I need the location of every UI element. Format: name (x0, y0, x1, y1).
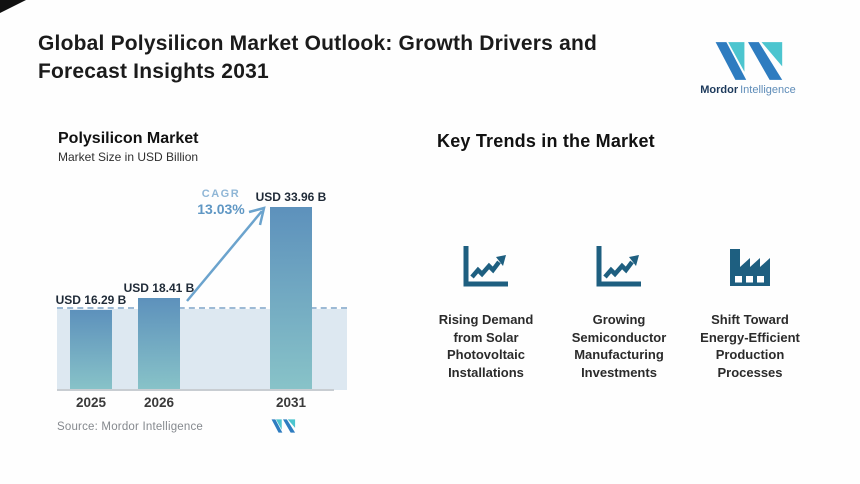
chart-subtitle: Market Size in USD Billion (58, 150, 199, 164)
trend-label-line: Shift Toward (711, 312, 789, 327)
chart-dashed-reference-line (57, 307, 347, 309)
cagr-label: CAGR (201, 188, 241, 200)
page-title: Global Polysilicon Market Outlook: Growt… (38, 30, 688, 86)
brand-name: Mordor Intelligence (695, 84, 801, 96)
source-note: Source: Mordor Intelligence (57, 421, 204, 433)
trends-heading: Key Trends in the Market (437, 131, 655, 151)
trend-label-line: Investments (581, 364, 657, 380)
trend-label: Growing Semiconductor Manufacturing Inve… (549, 311, 689, 381)
bar-2025: USD 16.29 B (56, 293, 126, 390)
trend-item-energy-efficient: Shift Toward Energy-Efficient Production… (680, 243, 820, 381)
brand-logo: Mordor Intelligence (695, 41, 801, 96)
corner-decoration (0, 0, 26, 13)
trend-item-solar: Rising Demand from Solar Photovoltaic In… (416, 243, 556, 381)
brand-name-bold: Mordor (700, 84, 739, 96)
bar-value-label: USD 18.41 B (123, 280, 195, 295)
mordor-logo-small-icon (271, 419, 296, 433)
cagr-value: 13.03% (197, 201, 245, 217)
line-chart-up-icon (596, 246, 641, 287)
trend-item-semiconductor: Growing Semiconductor Manufacturing Inve… (549, 243, 689, 381)
factory-icon (730, 249, 770, 286)
trend-label-line: from Solar (453, 329, 519, 345)
trend-label-line: Rising Demand (438, 312, 534, 327)
trend-label-line: Growing (592, 312, 646, 327)
brand-name-light: Intelligence (740, 84, 796, 96)
trend-label: Rising Demand from Solar Photovoltaic In… (416, 311, 556, 381)
cagr-annotation: CAGR 13.03% (181, 188, 261, 217)
trend-label: Shift Toward Energy-Efficient Production… (680, 311, 820, 381)
x-axis-line (57, 389, 334, 391)
trend-label-line: Energy-Efficient (700, 329, 800, 345)
bar-2031: USD 33.96 B (256, 190, 326, 390)
x-tick-2031: 2031 (275, 395, 307, 410)
trend-label-line: Production (715, 347, 785, 362)
mordor-logo-icon (715, 42, 783, 80)
line-chart-up-icon (463, 246, 508, 287)
bar-2026: USD 18.41 B (124, 281, 194, 390)
trend-label-line: Manufacturing (574, 347, 664, 362)
x-tick-2026: 2026 (143, 395, 175, 410)
page-title-line-2: Forecast Insights 2031 (38, 60, 269, 83)
trend-label-line: Processes (717, 364, 783, 380)
trend-label-line: Photovoltaic (446, 347, 525, 362)
bar-value-label: USD 16.29 B (55, 293, 127, 308)
trend-label-line: Installations (448, 364, 524, 380)
bar-value-label: USD 33.96 B (255, 189, 327, 204)
chart-title: Polysilicon Market (58, 130, 199, 147)
trend-label-line: Semiconductor (571, 329, 667, 345)
page-title-line-1: Global Polysilicon Market Outlook: Growt… (38, 32, 598, 55)
x-tick-2025: 2025 (75, 395, 107, 410)
